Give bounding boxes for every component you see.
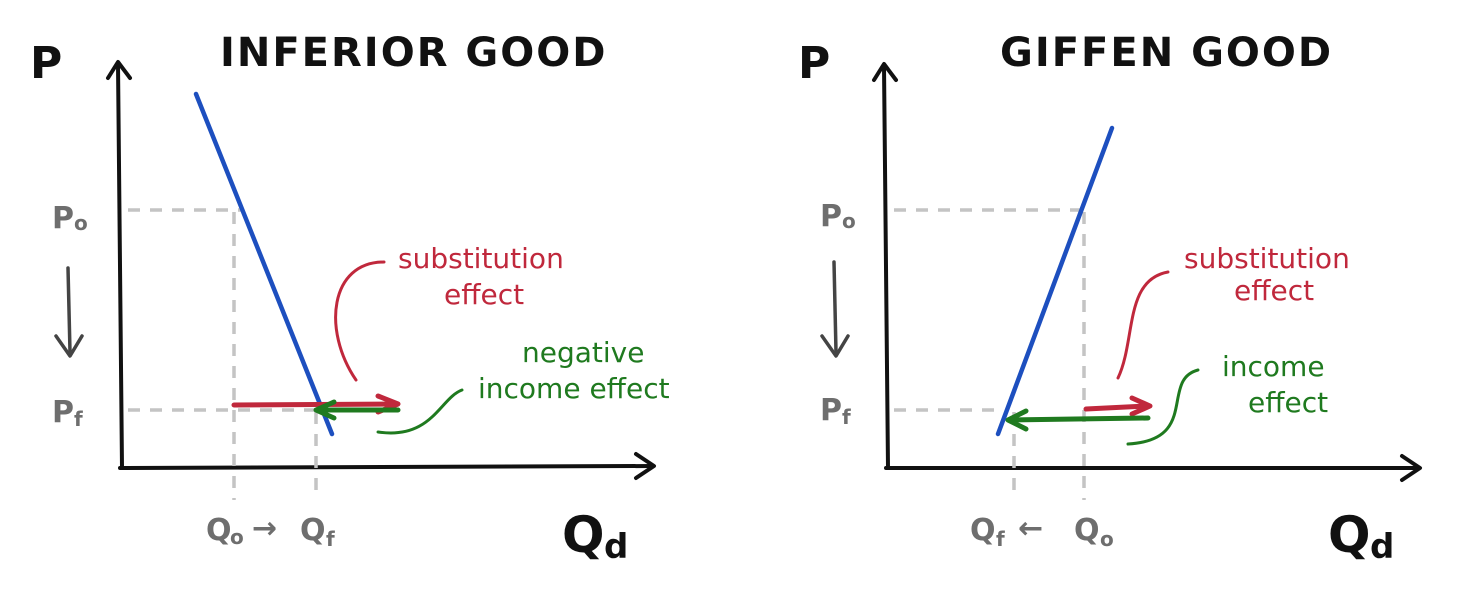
price-axis — [882, 64, 890, 470]
q-final-subscript: f — [996, 527, 1005, 551]
q-initial-label: Q — [1074, 513, 1100, 548]
q-initial-label: Q — [206, 513, 232, 548]
price-fall-arrow — [66, 266, 72, 354]
price-axis-arrowhead — [106, 60, 132, 80]
panel-title: INFERIOR GOOD — [220, 30, 607, 76]
income-leader — [376, 388, 464, 435]
p-initial-subscript: o — [74, 211, 88, 235]
quantity-axis-label: Q — [562, 506, 605, 564]
quantity-axis — [118, 464, 654, 470]
price-fall-arrowhead — [820, 334, 850, 358]
price-axis — [116, 62, 124, 470]
p-final-label: P — [52, 395, 74, 430]
q-final-label: Q — [970, 513, 996, 548]
p-initial-label: P — [820, 199, 842, 234]
quantity-axis-subscript: d — [604, 527, 628, 567]
income-arrowhead — [313, 399, 337, 421]
p-initial-label: P — [52, 201, 74, 236]
q-initial-subscript: o — [1100, 527, 1114, 551]
price-axis-label: P — [798, 38, 830, 89]
substitution-arrowhead — [1129, 395, 1153, 417]
substitution-effect-arrow — [1083, 403, 1149, 412]
income-label-line2: effect — [1248, 386, 1328, 419]
p-final-subscript: f — [74, 407, 83, 431]
quantity-axis-arrowhead — [1400, 454, 1422, 482]
income-leader — [1126, 368, 1200, 446]
income-arrowhead — [1005, 408, 1029, 432]
price-fall-arrow — [832, 260, 838, 354]
price-fall-arrowhead — [54, 334, 84, 358]
quantity-axis-label: Q — [1328, 506, 1371, 564]
q-initial-subscript: o — [230, 525, 244, 549]
p-final-subscript: f — [842, 405, 851, 429]
p-final-label: P — [820, 393, 842, 428]
substitution-label-line2: effect — [1234, 274, 1314, 307]
price-axis-arrowhead — [872, 62, 898, 82]
quantity-axis-arrowhead — [634, 452, 656, 480]
income-label-line1: income — [1222, 350, 1325, 383]
income-label-line1: negative — [522, 336, 644, 369]
substitution-leader — [334, 260, 386, 382]
price-axis-label: P — [30, 38, 62, 89]
panel-giffen-good: GIFFEN GOOD P Q d P o P f Q f ← Q o — [798, 30, 1422, 567]
quantity-axis-subscript: d — [1370, 527, 1394, 567]
panel-inferior-good: INFERIOR GOOD P Q d P o P f Q o → Q f — [30, 30, 670, 567]
q-final-subscript: f — [326, 527, 335, 551]
substitution-label-line1: substitution — [398, 242, 564, 275]
q-final-label: Q — [300, 513, 326, 548]
p-initial-subscript: o — [842, 209, 856, 233]
substitution-effect-arrow — [231, 401, 397, 408]
substitution-label-line2: effect — [444, 278, 524, 311]
demand-curve — [995, 125, 1115, 437]
q-change-arrow: → — [252, 511, 277, 546]
demand-curve — [193, 91, 335, 437]
q-change-arrow: ← — [1018, 511, 1043, 546]
income-label-line2: income effect — [478, 372, 670, 405]
income-effect-arrow — [1007, 415, 1151, 423]
substitution-label-line1: substitution — [1184, 242, 1350, 275]
panel-title: GIFFEN GOOD — [1000, 30, 1333, 76]
substitution-leader — [1116, 270, 1170, 380]
